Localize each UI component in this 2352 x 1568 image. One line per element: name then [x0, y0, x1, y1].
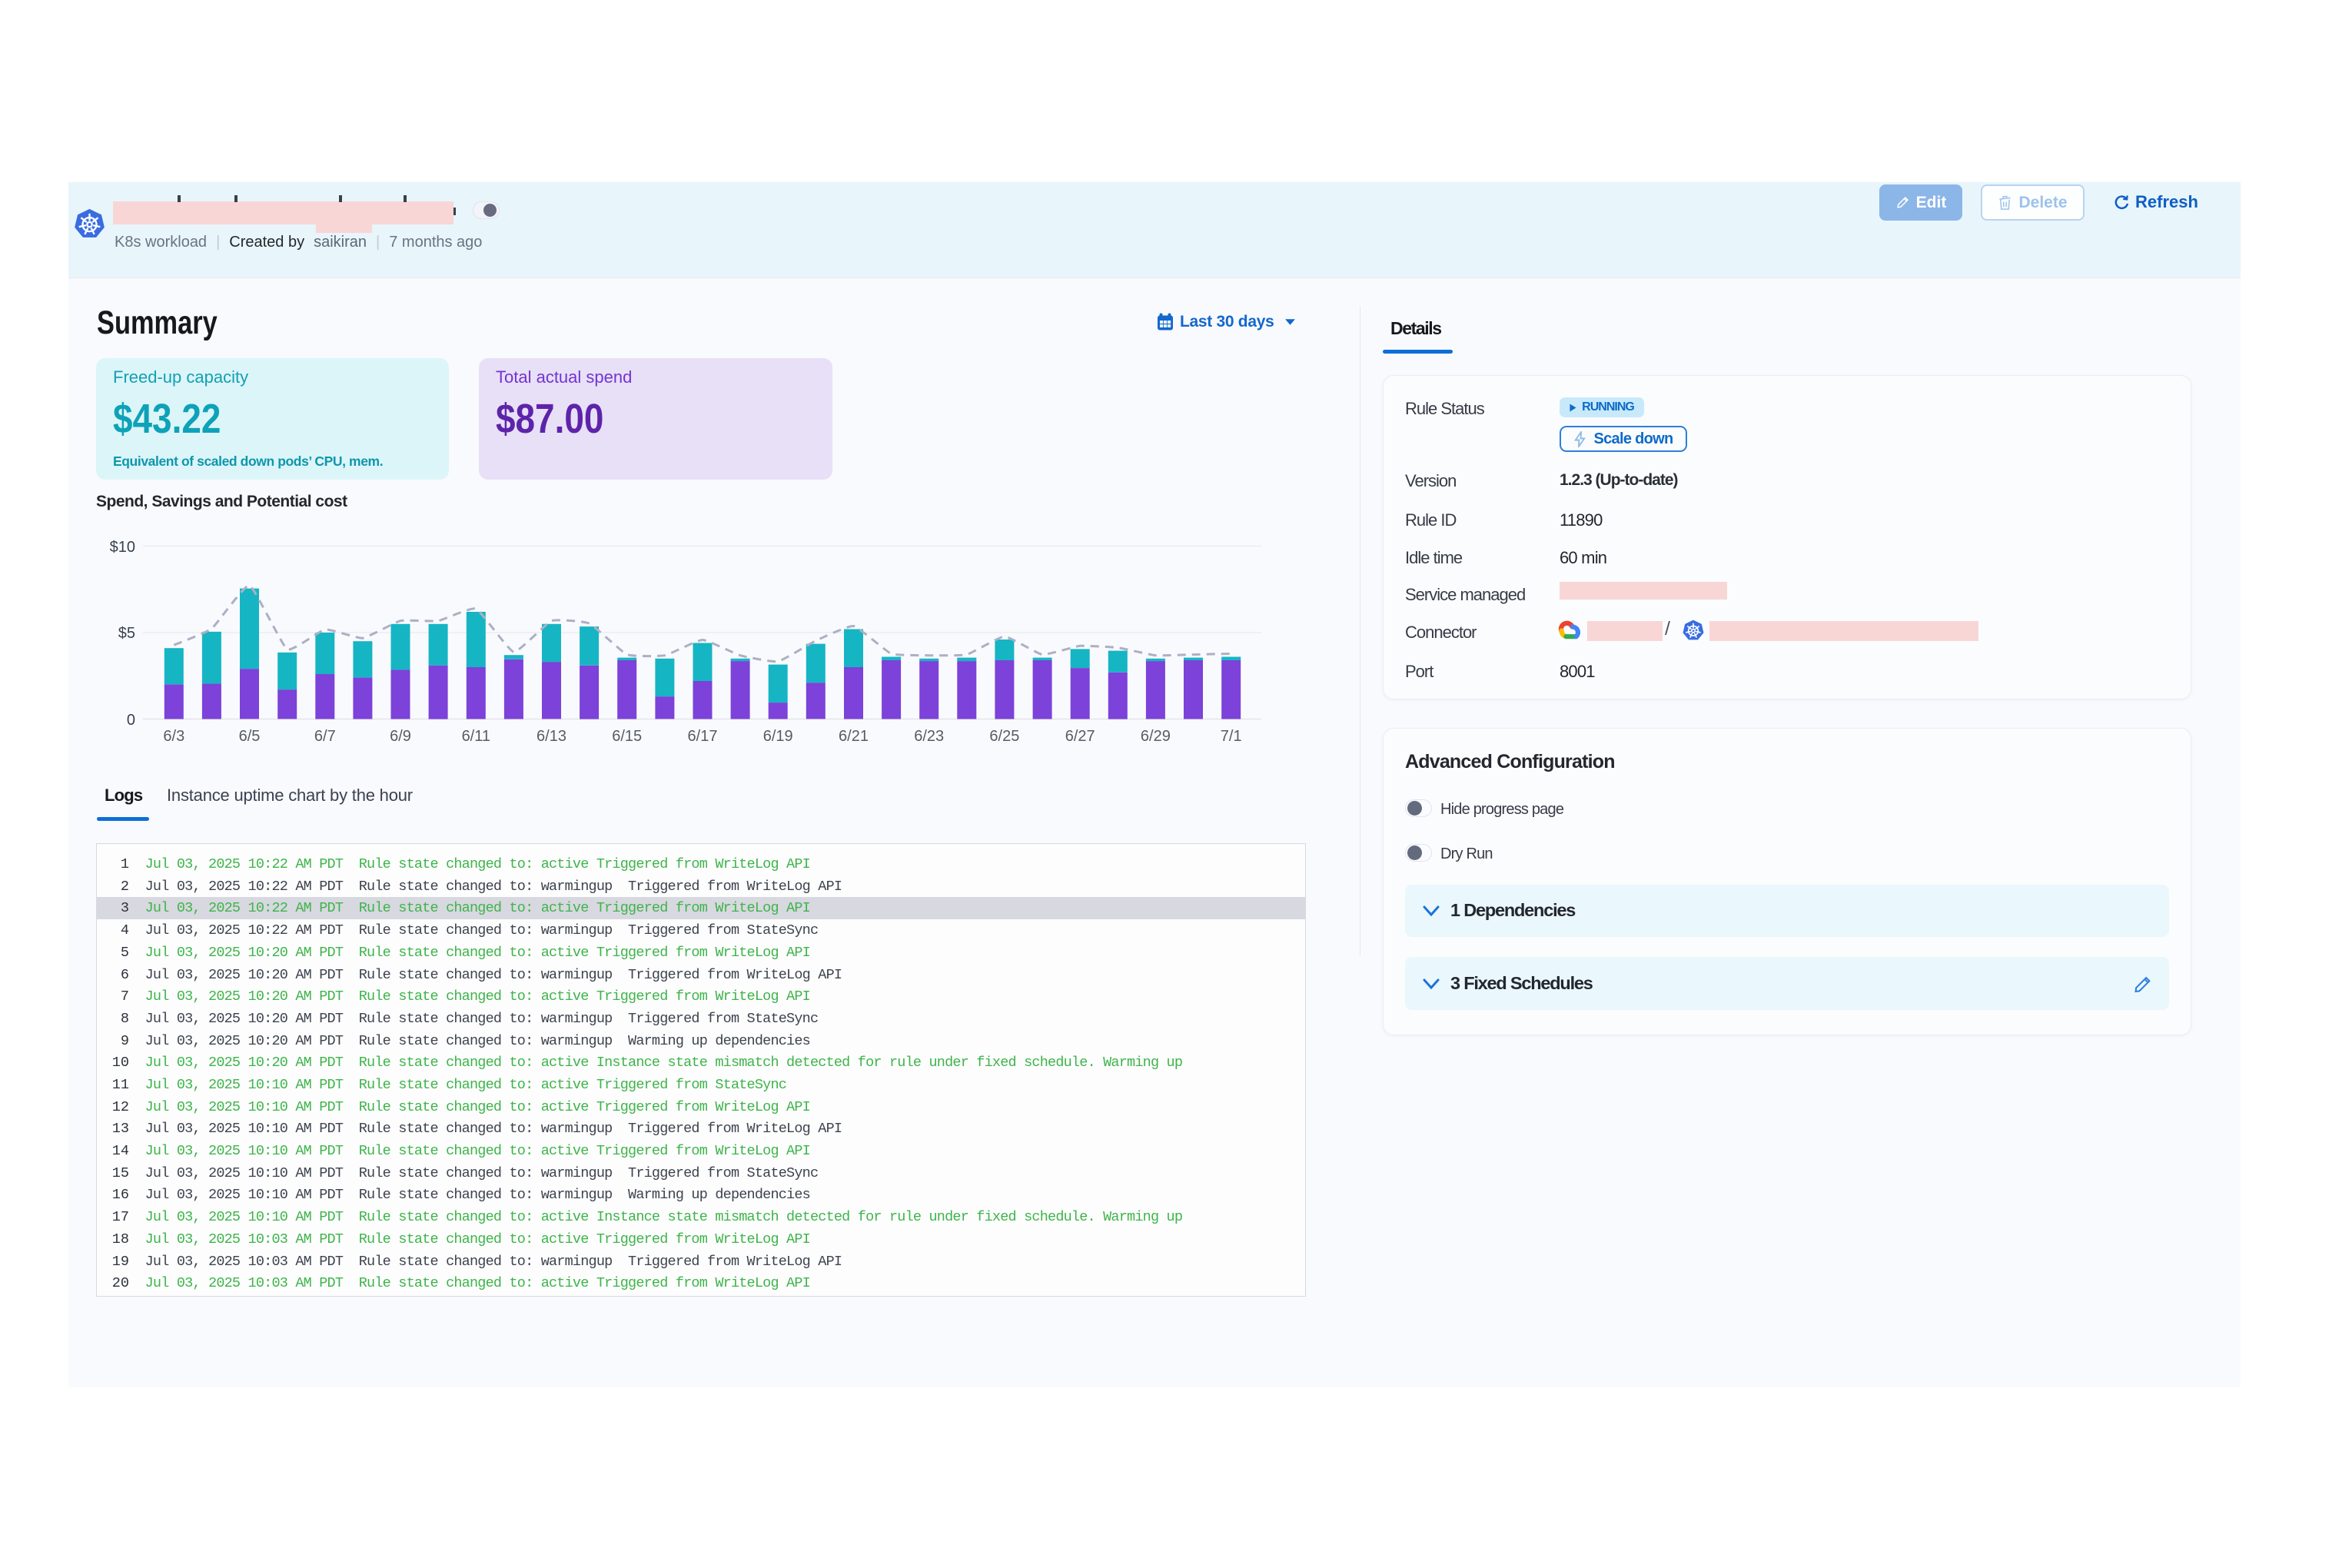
- svg-text:6/19: 6/19: [763, 728, 793, 745]
- svg-text:$5: $5: [118, 625, 135, 642]
- svg-text:6/23: 6/23: [914, 728, 944, 745]
- svg-text:0: 0: [127, 712, 135, 729]
- svg-text:6/13: 6/13: [537, 728, 566, 745]
- svg-text:6/11: 6/11: [462, 728, 490, 745]
- svg-text:6/25: 6/25: [989, 728, 1019, 745]
- svg-text:7/1: 7/1: [1221, 728, 1242, 745]
- svg-text:6/17: 6/17: [688, 728, 718, 745]
- svg-text:6/9: 6/9: [390, 728, 411, 745]
- svg-text:6/21: 6/21: [839, 728, 869, 745]
- svg-text:6/29: 6/29: [1141, 728, 1171, 745]
- svg-text:$10: $10: [110, 539, 135, 556]
- svg-text:6/7: 6/7: [314, 728, 336, 745]
- svg-text:6/3: 6/3: [163, 728, 184, 745]
- svg-text:6/5: 6/5: [239, 728, 261, 745]
- svg-text:6/27: 6/27: [1065, 728, 1095, 745]
- svg-text:6/15: 6/15: [612, 728, 642, 745]
